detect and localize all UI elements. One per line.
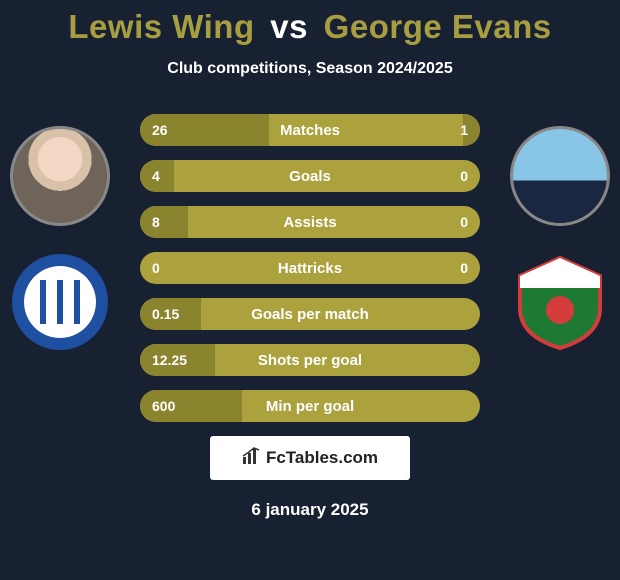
stat-row: 40Goals	[140, 160, 480, 192]
stat-row: 12.25Shots per goal	[140, 344, 480, 376]
player1-club-crest	[10, 252, 110, 352]
title-player2: George Evans	[324, 8, 552, 45]
stat-label: Goals per match	[140, 298, 480, 330]
stat-label: Assists	[140, 206, 480, 238]
stat-row: 261Matches	[140, 114, 480, 146]
player2-club-crest	[510, 252, 610, 352]
comparison-card: Lewis Wing vs George Evans Club competit…	[0, 0, 620, 580]
stat-label: Shots per goal	[140, 344, 480, 376]
footer-date: 6 january 2025	[0, 500, 620, 520]
stat-row: 0.15Goals per match	[140, 298, 480, 330]
stat-label: Min per goal	[140, 390, 480, 422]
stat-label: Hattricks	[140, 252, 480, 284]
stat-row: 00Hattricks	[140, 252, 480, 284]
page-title: Lewis Wing vs George Evans	[0, 8, 620, 46]
stat-row: 80Assists	[140, 206, 480, 238]
stat-row: 600Min per goal	[140, 390, 480, 422]
title-vs: vs	[270, 8, 308, 45]
subtitle: Club competitions, Season 2024/2025	[0, 60, 620, 78]
stat-label: Matches	[140, 114, 480, 146]
player1-avatar	[10, 126, 110, 226]
footer-brand-box: FcTables.com	[210, 436, 410, 480]
chart-icon	[242, 447, 260, 470]
footer-brand-text: FcTables.com	[266, 448, 378, 468]
player2-avatar	[510, 126, 610, 226]
stat-label: Goals	[140, 160, 480, 192]
title-player1: Lewis Wing	[68, 8, 254, 45]
stat-rows: 261Matches 40Goals 80Assists 00Hattricks 0.1…	[140, 114, 480, 422]
